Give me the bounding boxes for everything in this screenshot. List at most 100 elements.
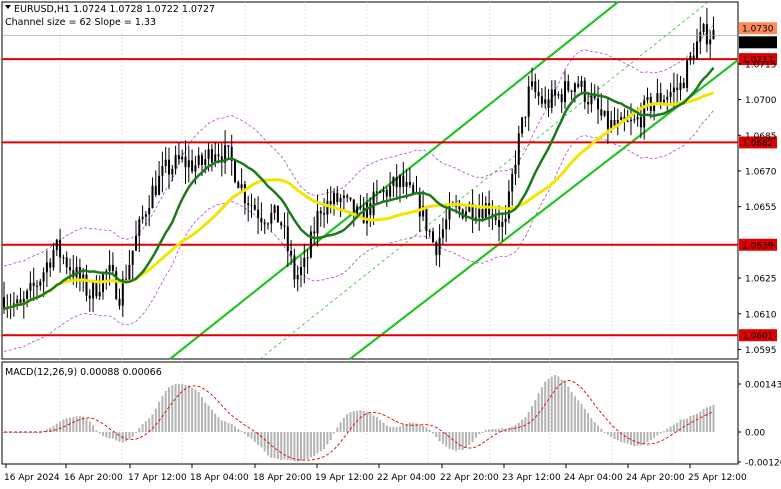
price-tick-label: 1.0670 [745,167,777,177]
candle-body [349,197,352,200]
envelope-bands [3,24,714,353]
candle-body [620,117,623,121]
candle-body [653,103,656,112]
candle-body [498,220,500,227]
candle-body [656,92,659,104]
macd-histogram-bar [125,432,128,442]
candle-body [455,205,458,207]
candle-body [372,191,375,216]
candle-body [154,185,157,195]
level-tag [739,136,777,149]
macd-histogram-bar [385,425,388,432]
macd-histogram-bar [329,432,332,441]
candle-body [270,213,273,224]
candle-body [600,109,603,116]
candle-body [435,242,438,256]
macd-histogram-bar [95,430,98,432]
candle-body [210,149,213,163]
macd-indicator: 0.00143 0.00 -0.00126 [3,375,781,469]
price-tick-label: 1.0610 [745,310,777,320]
candle-body [319,210,322,214]
macd-histogram-bar [191,388,194,432]
candle-body [204,158,207,165]
macd-histogram-bar [303,432,306,460]
macd-histogram-bar [207,405,210,432]
macd-histogram-bar [689,416,692,432]
macd-histogram-bar [600,428,603,432]
macd-histogram-bar [52,425,55,432]
level-label: 1.0601 [742,332,774,342]
candle-body [633,119,636,121]
macd-histogram-bar [283,432,286,460]
macd-histogram-bar [234,426,236,432]
candle-body [448,203,451,220]
macd-histogram-bar [75,416,78,432]
candle-body [240,184,243,189]
candle-body [412,184,415,194]
macd-histogram-bar [471,432,474,443]
candle-body [237,181,240,189]
candle-body [184,156,187,168]
macd-histogram-bar [290,432,293,461]
candle-body [194,165,197,172]
candle-body [111,264,114,271]
macd-histogram-bar [138,428,141,432]
macd-histogram-bar [197,392,200,432]
symbol-info: EURUSD,H1 1.0724 1.0728 1.0722 1.0727 [14,4,215,15]
macd-histogram-bar [181,384,184,432]
candle-body [696,41,698,60]
macd-histogram-bar [468,432,471,445]
candle-body [699,31,702,42]
candle-body [597,98,599,110]
candle-body [151,185,154,208]
candle-body [52,250,55,268]
macd-histogram-bar [16,432,19,433]
candle-body [547,99,550,108]
collapse-triangle-icon[interactable] [5,5,11,9]
candle-body [399,175,401,188]
candle-body [382,190,385,193]
macd-histogram-bar [623,432,626,443]
level-tag [739,53,777,66]
macd-histogram-bar [224,421,227,432]
candle-body [438,237,441,256]
macd-histogram-bar [88,421,91,432]
current-price-tag [739,36,777,49]
macd-histogram-bar [606,432,609,435]
candle-body [478,209,481,218]
candle-body [293,255,296,280]
candle-body [362,207,365,224]
macd-histogram-bar [204,402,207,432]
macd-histogram-bar [359,410,362,432]
fast-moving-average [3,66,715,311]
macd-histogram-bar [372,415,375,432]
macd-histogram-bar [316,432,319,454]
macd-histogram-bar [69,417,71,432]
macd-histogram-bar [603,432,606,433]
macd-histogram-bar [633,432,636,447]
candle-body [263,222,266,224]
lower-envelope [3,110,714,353]
macd-tick-label: 0.00 [745,429,765,439]
macd-histogram-bar [39,432,42,433]
macd-histogram-bar [465,432,467,448]
macd-histogram-bar [128,432,131,439]
candle-body [679,82,682,90]
macd-histogram-bar [481,432,484,433]
candle-body [428,231,431,233]
macd-histogram-bar [214,413,217,432]
macd-histogram-bar [630,432,632,445]
candle-body [432,231,434,243]
macd-histogram-bar [415,423,418,432]
upper-envelope [3,24,714,267]
candle-body [392,177,395,186]
macd-histogram-bar [217,417,220,432]
time-tick-label: 24 Apr 20:00 [626,473,685,483]
macd-histogram-bar [9,432,12,433]
candle-body [402,175,405,187]
macd-histogram-bar [577,400,580,432]
macd-histogram-bar [323,432,326,450]
macd-histogram-bar [42,430,45,432]
